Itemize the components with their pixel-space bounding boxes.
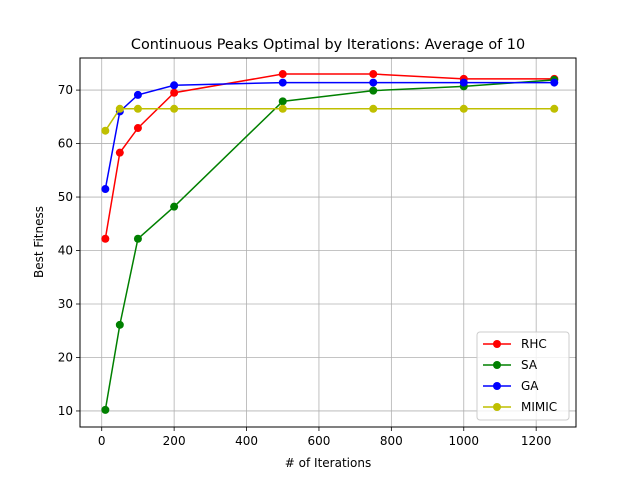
legend-item-ga: GA	[483, 379, 539, 393]
data-point-sa	[278, 97, 287, 106]
y-axis-label: Best Fitness	[32, 206, 46, 278]
data-point-sa	[369, 86, 378, 95]
data-point-sa	[170, 202, 179, 211]
data-point-mimic	[459, 104, 468, 113]
data-point-mimic	[101, 126, 110, 135]
series-sa	[101, 75, 559, 414]
data-point-rhc	[170, 88, 179, 97]
data-point-sa	[133, 234, 142, 243]
x-tick-label: 600	[307, 434, 330, 448]
legend-label-ga: GA	[521, 379, 539, 393]
y-tick-label: 20	[58, 350, 73, 364]
x-tick-label: 1000	[448, 434, 479, 448]
y-tick-label: 10	[58, 404, 73, 418]
legend: RHC SA GA MIMIC	[476, 331, 570, 421]
y-tick-label: 30	[58, 297, 73, 311]
plot-frame	[79, 57, 577, 428]
axis-ticks: 0 200 400 600 800 1000 1200 10 20 30 40 50 60 70	[58, 83, 552, 448]
y-tick-label: 60	[58, 137, 73, 151]
data-point-ga	[133, 90, 142, 99]
data-point-rhc	[133, 124, 142, 133]
data-point-ga	[170, 81, 179, 90]
y-tick-label: 50	[58, 190, 73, 204]
legend-item-mimic: MIMIC	[483, 400, 557, 414]
data-point-sa	[115, 320, 124, 329]
legend-marker-sa	[493, 361, 501, 369]
plot-series	[101, 70, 559, 414]
data-point-ga	[278, 78, 287, 87]
data-point-ga	[101, 185, 110, 194]
legend-label-mimic: MIMIC	[521, 400, 557, 414]
y-tick-label: 70	[58, 83, 73, 97]
data-point-mimic	[115, 104, 124, 113]
data-point-mimic	[170, 104, 179, 113]
data-point-sa	[101, 405, 110, 414]
data-point-ga	[550, 78, 559, 87]
y-tick-label: 40	[58, 244, 73, 258]
data-point-mimic	[369, 104, 378, 113]
data-point-ga	[459, 78, 468, 87]
series-mimic	[101, 104, 559, 135]
legend-item-rhc: RHC	[483, 337, 547, 351]
data-point-mimic	[550, 104, 559, 113]
data-point-rhc	[101, 234, 110, 243]
x-tick-label: 800	[380, 434, 403, 448]
legend-item-sa: SA	[483, 358, 538, 372]
x-tick-label: 1200	[521, 434, 552, 448]
data-point-rhc	[369, 70, 378, 79]
grid-lines	[80, 58, 576, 427]
data-point-mimic	[133, 104, 142, 113]
x-axis-label: # of Iterations	[285, 456, 371, 470]
x-tick-label: 0	[98, 434, 106, 448]
legend-label-rhc: RHC	[521, 337, 547, 351]
legend-box	[476, 331, 570, 421]
legend-marker-ga	[493, 382, 501, 390]
data-point-rhc	[278, 70, 287, 79]
data-point-ga	[369, 78, 378, 87]
series-line-sa	[104, 79, 555, 411]
legend-marker-rhc	[493, 340, 501, 348]
chart-title: Continuous Peaks Optimal by Iterations: …	[131, 37, 525, 53]
legend-marker-mimic	[493, 403, 501, 411]
data-point-rhc	[115, 148, 124, 157]
x-tick-label: 400	[235, 434, 258, 448]
data-point-mimic	[278, 104, 287, 113]
legend-label-sa: SA	[521, 358, 538, 372]
x-tick-label: 200	[163, 434, 186, 448]
